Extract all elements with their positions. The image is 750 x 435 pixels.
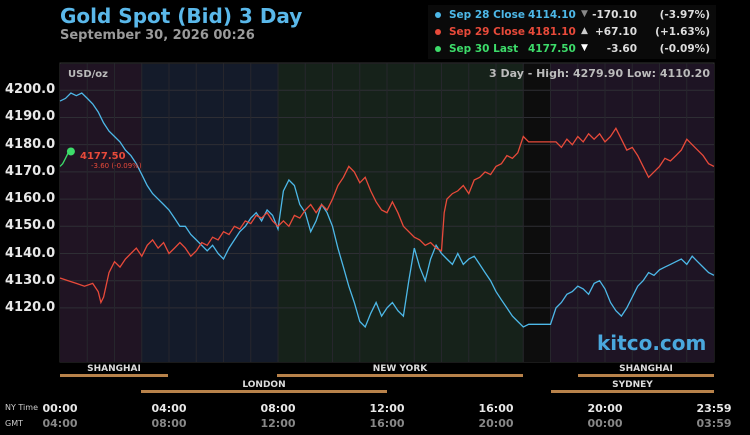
last-price-dot <box>66 147 75 156</box>
legend-pct: (-3.97%) <box>659 9 710 21</box>
down-arrow-icon: ▼ <box>581 43 588 53</box>
session-bar-new-york <box>277 374 523 377</box>
x-tick-label-gmt: 00:00 <box>587 417 623 430</box>
series-line-sep-29-close <box>59 127 715 305</box>
session-bar-shanghai-2 <box>578 374 714 377</box>
chart-title: Gold Spot (Bid) 3 Day <box>60 4 303 28</box>
unit-label: USD/oz <box>68 69 108 80</box>
legend-change: +67.10 <box>594 26 637 38</box>
legend-close: 4181.10 <box>528 26 576 38</box>
x-tick-label-gmt: 08:00 <box>151 417 187 430</box>
band-london <box>141 64 278 362</box>
y-tick-label: 4190.0 <box>5 109 56 125</box>
band-asia-2 <box>550 64 714 362</box>
y-tick-label: 4160.0 <box>5 191 56 207</box>
series-line-sep-28-close <box>59 92 715 329</box>
legend-pct: (-0.09%) <box>659 43 710 55</box>
legend-pct: (+1.63%) <box>655 26 710 38</box>
legend-dot-icon <box>435 46 441 52</box>
legend-name: Sep 28 Close <box>449 9 526 21</box>
tz-gmt-label: GMT <box>5 419 23 428</box>
legend-dot-icon <box>435 12 441 18</box>
session-london: LONDON <box>242 380 286 390</box>
x-tick-label-gmt: 20:00 <box>478 417 514 430</box>
x-tick-label-ny: 04:00 <box>151 402 187 415</box>
x-tick-label-ny: 00:00 <box>42 402 78 415</box>
session-bar-shanghai <box>60 374 168 377</box>
session-bar-sydney <box>551 390 714 393</box>
legend-change: -3.60 <box>606 43 637 55</box>
x-tick-label-gmt: 16:00 <box>369 417 405 430</box>
band-new-york <box>278 64 524 362</box>
session-sydney: SYDNEY <box>612 380 653 390</box>
y-tick-label: 4200.0 <box>5 82 56 98</box>
legend-row-sep29: Sep 29 Close 4181.10 ▲ +67.10 (+1.63%) <box>428 25 716 41</box>
y-tick-label: 4180.0 <box>5 136 56 152</box>
session-shanghai: SHANGHAI <box>87 364 141 374</box>
x-tick-label-gmt: 03:59 <box>696 417 732 430</box>
y-tick-label: 4140.0 <box>5 245 56 261</box>
y-tick-label: 4120.0 <box>5 299 56 315</box>
session-bar-london <box>141 390 387 393</box>
session-shanghai-2: SHANGHAI <box>619 364 673 374</box>
band-gap <box>523 64 551 362</box>
legend-name: Sep 30 Last <box>449 43 519 55</box>
last-change-label: -3.60 (-0.09%) <box>91 162 142 170</box>
chart-timestamp: September 30, 2026 00:26 <box>60 28 255 43</box>
legend-name: Sep 29 Close <box>449 26 526 38</box>
x-tick-label-ny: 20:00 <box>587 402 623 415</box>
y-tick-label: 4130.0 <box>5 272 56 288</box>
legend-dot-icon <box>435 29 441 35</box>
x-tick-label-gmt: 04:00 <box>42 417 78 430</box>
y-tick-label: 4170.0 <box>5 163 56 179</box>
legend: Sep 28 Close 4114.10 ▼ -170.10 (-3.97%) … <box>428 5 716 59</box>
y-tick-label: 4150.0 <box>5 218 56 234</box>
legend-change: -170.10 <box>592 9 637 21</box>
down-arrow-icon: ▼ <box>581 9 588 19</box>
x-tick-label-ny: 16:00 <box>478 402 514 415</box>
legend-close: 4114.10 <box>528 9 576 21</box>
up-arrow-icon: ▲ <box>581 26 588 36</box>
x-tick-label-ny: 08:00 <box>260 402 296 415</box>
tz-ny-label: NY Time <box>5 403 38 412</box>
legend-close: 4177.50 <box>528 43 576 55</box>
band-asia <box>60 64 142 362</box>
x-tick-label-ny: 23:59 <box>696 402 732 415</box>
legend-row-sep28: Sep 28 Close 4114.10 ▼ -170.10 (-3.97%) <box>428 8 716 24</box>
high-low-readout: 3 Day - High: 4279.90 Low: 4110.20 <box>489 67 710 80</box>
x-tick-label-ny: 12:00 <box>369 402 405 415</box>
x-tick-label-gmt: 12:00 <box>260 417 296 430</box>
kitco-watermark: kitco.com <box>597 331 707 355</box>
session-new-york: NEW YORK <box>372 364 428 374</box>
legend-row-sep30: Sep 30 Last 4177.50 ▼ -3.60 (-0.09%) <box>428 42 716 58</box>
plot-area <box>59 62 715 363</box>
last-price-label: 4177.50 <box>80 151 126 162</box>
series-line-sep-30-last <box>59 150 72 167</box>
